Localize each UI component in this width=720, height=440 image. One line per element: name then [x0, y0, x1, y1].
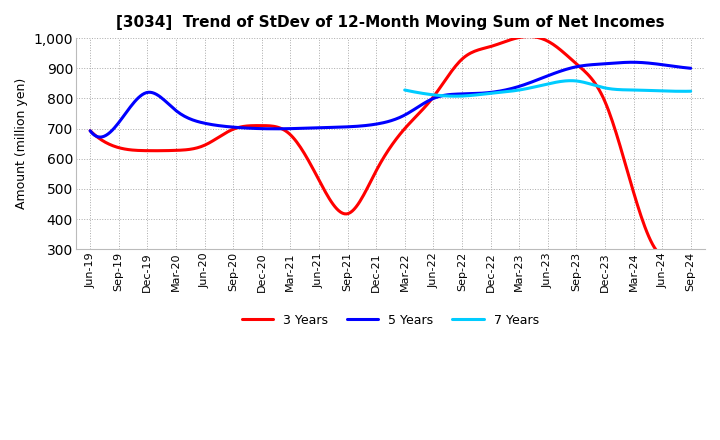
Line: 3 Years: 3 Years — [90, 37, 662, 255]
3 Years — [606, 113, 615, 118]
Line: 5 Years: 5 Years — [90, 62, 690, 137]
3 Years — [424, 100, 433, 105]
3 Years — [658, 253, 667, 258]
3 Years — [426, 98, 435, 103]
Title: [3034]  Trend of StDev of 12-Month Moving Sum of Net Incomes: [3034] Trend of StDev of 12-Month Moving… — [116, 15, 665, 30]
5 Years — [444, 92, 452, 97]
7 Years — [572, 78, 581, 84]
3 Years — [86, 128, 94, 133]
5 Years — [96, 135, 104, 140]
5 Years — [446, 92, 454, 97]
5 Years — [686, 66, 695, 71]
7 Years — [662, 88, 670, 94]
3 Years — [524, 34, 533, 39]
5 Years — [594, 62, 603, 67]
7 Years — [400, 88, 409, 93]
5 Years — [455, 92, 464, 97]
7 Years — [401, 88, 410, 93]
7 Years — [572, 78, 580, 84]
Y-axis label: Amount (million yen): Amount (million yen) — [15, 78, 28, 209]
7 Years — [451, 94, 460, 99]
3 Years — [88, 130, 96, 135]
Line: 7 Years: 7 Years — [405, 81, 690, 96]
7 Years — [644, 88, 652, 93]
5 Years — [86, 128, 94, 133]
3 Years — [436, 85, 444, 90]
Legend: 3 Years, 5 Years, 7 Years: 3 Years, 5 Years, 7 Years — [237, 309, 544, 332]
7 Years — [567, 78, 575, 83]
5 Years — [628, 59, 636, 65]
7 Years — [577, 79, 586, 84]
5 Years — [634, 60, 643, 65]
5 Years — [88, 131, 96, 136]
3 Years — [570, 59, 578, 64]
7 Years — [686, 88, 695, 94]
